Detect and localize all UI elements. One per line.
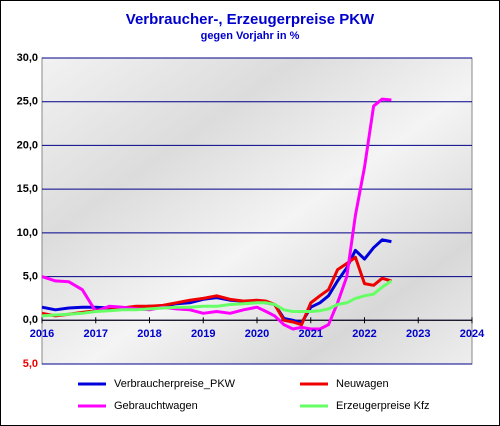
x-tick-label: 2020: [245, 328, 269, 340]
legend-label: Erzeugerpreise Kfz: [336, 400, 430, 412]
x-tick-label: 2018: [137, 328, 161, 340]
chart-title: Verbraucher-, Erzeugerpreise PKW: [126, 11, 375, 28]
y-tick-label: 0,0: [23, 314, 38, 326]
y-tick-label: 20,0: [17, 139, 38, 151]
x-tick-label: 2016: [30, 328, 54, 340]
x-tick-label: 2024: [460, 328, 485, 340]
x-tick-label: 2023: [406, 328, 430, 340]
legend-label: Neuwagen: [336, 378, 389, 390]
y-tick-label: 5,0: [23, 358, 38, 370]
series-line: [41, 279, 393, 318]
series-line: [41, 97, 392, 331]
y-tick-label: 15,0: [17, 183, 38, 195]
x-tick-label: 2019: [191, 328, 215, 340]
legend-label: Verbraucherpreise_PKW: [114, 378, 236, 390]
y-tick-label: 30,0: [17, 52, 38, 64]
plot-area: [41, 57, 473, 365]
chart-subtitle: gegen Vorjahr in %: [201, 30, 300, 42]
x-tick-label: 2022: [352, 328, 376, 340]
legend-label: Gebrauchtwagen: [114, 400, 198, 412]
x-tick-label: 2021: [299, 328, 323, 340]
y-tick-label: 5,0: [23, 270, 38, 282]
y-tick-label: 25,0: [17, 96, 38, 108]
y-tick-label: 10,0: [17, 227, 38, 239]
x-tick-label: 2017: [84, 328, 108, 340]
